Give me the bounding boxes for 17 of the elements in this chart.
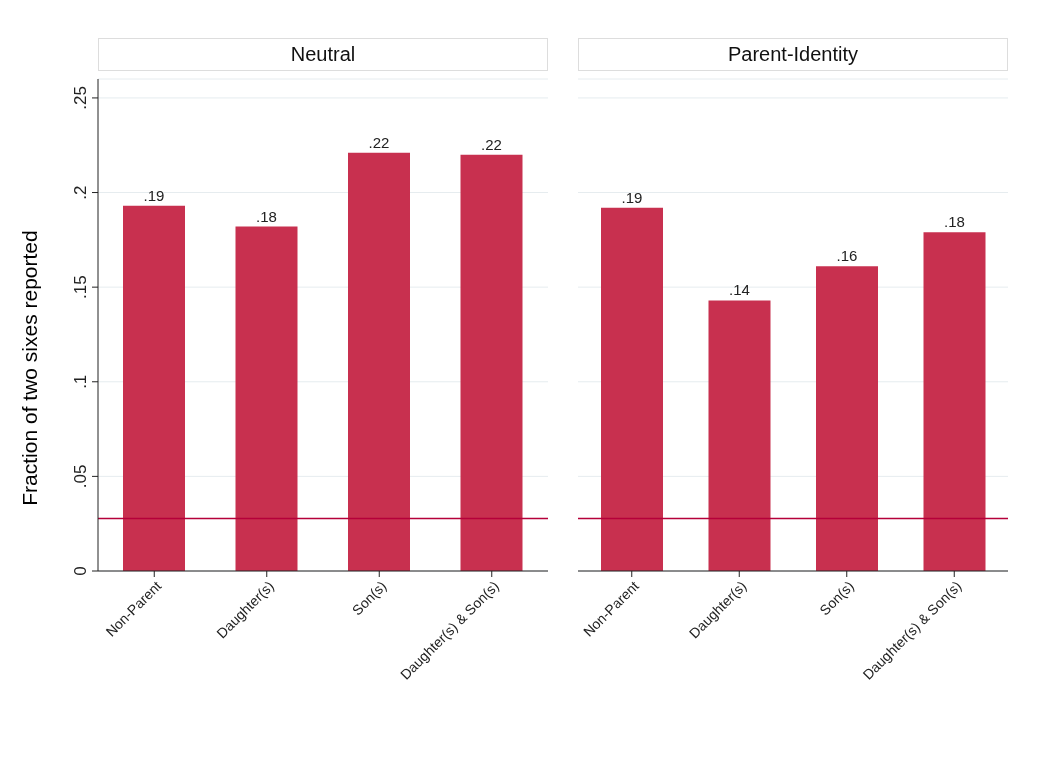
y-tick-label: 0 [71, 566, 90, 576]
data-label: .16 [836, 247, 858, 265]
y-tick-label: .15 [71, 275, 90, 299]
y-axis-title: Fraction of two sixes reported [18, 230, 42, 506]
data-label: .18 [256, 207, 277, 225]
y-tick-label: .2 [71, 185, 90, 200]
data-label: .19 [143, 186, 165, 204]
chart-title: Parent-Identity [578, 38, 1008, 71]
data-label: .14 [729, 281, 750, 299]
chart-title: Neutral [98, 38, 548, 71]
y-tick-label: .05 [71, 464, 90, 489]
data-label: .22 [368, 133, 390, 151]
data-label: .18 [944, 213, 965, 231]
y-tick-label: .1 [71, 374, 90, 389]
data-label: .22 [481, 135, 502, 153]
data-label: .19 [621, 188, 643, 206]
y-tick-label: .25 [71, 86, 90, 110]
